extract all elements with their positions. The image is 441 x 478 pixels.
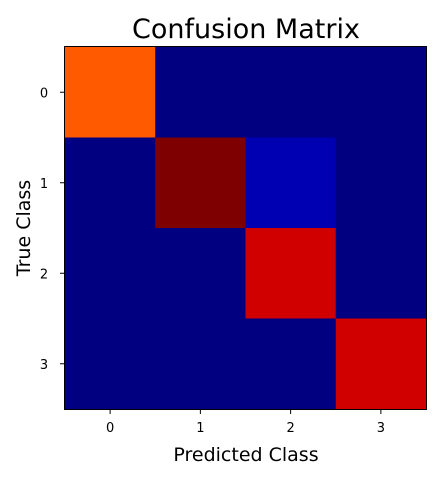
heatmap-cell-r3-c2 (246, 319, 337, 410)
heatmap-cell-r3-c0 (65, 319, 156, 410)
chart-title: Confusion Matrix (132, 14, 360, 45)
heatmap-cell-r3-c1 (155, 319, 246, 410)
heatmap-cell-r1-c0 (65, 138, 156, 229)
heatmap-cell-r2-c2 (246, 228, 337, 319)
x-tick-label-1: 1 (196, 421, 204, 436)
y-axis-ticks: 0 1 2 3 (40, 86, 65, 373)
y-tick-label-2: 2 (40, 267, 48, 282)
heatmap-cell-r2-c3 (336, 228, 427, 319)
heatmap-cell-r0-c1 (155, 47, 246, 138)
y-axis-label: True Class (13, 180, 35, 277)
x-tick-label-0: 0 (106, 421, 114, 436)
heatmap-cell-r1-c2 (246, 138, 337, 229)
heatmap-cell-r1-c1 (155, 138, 246, 229)
heatmap-cell-r2-c1 (155, 228, 246, 319)
y-tick-label-0: 0 (40, 86, 48, 101)
heatmap-cell-r0-c2 (246, 47, 337, 138)
x-tick-label-3: 3 (377, 421, 385, 436)
heatmap-cell-r2-c0 (65, 228, 156, 319)
heatmap-cell-r3-c3 (336, 319, 427, 410)
x-tick-label-2: 2 (286, 421, 294, 436)
x-axis-label: Predicted Class (173, 444, 318, 466)
y-tick-label-1: 1 (40, 177, 48, 192)
heatmap-cell-r0-c0 (65, 47, 156, 138)
y-tick-label-3: 3 (40, 358, 48, 373)
x-axis-ticks: 0 1 2 3 (106, 409, 385, 436)
heatmap-cell-r1-c3 (336, 138, 427, 229)
heatmap-cell-r0-c3 (336, 47, 427, 138)
heatmap-cells (65, 47, 427, 410)
